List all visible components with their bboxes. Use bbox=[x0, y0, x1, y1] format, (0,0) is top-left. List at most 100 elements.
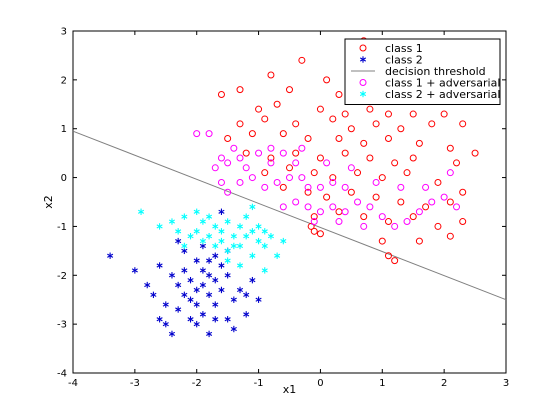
class-2-adversarial-point bbox=[230, 242, 237, 250]
class-2-adversarial-point bbox=[236, 242, 244, 250]
class-1-point bbox=[310, 169, 318, 177]
class-2-adversarial-point bbox=[175, 228, 182, 235]
class-2-adversarial-point bbox=[243, 213, 250, 220]
class-2-point bbox=[131, 267, 138, 274]
class-1-point bbox=[453, 159, 461, 167]
data-marks bbox=[72, 37, 507, 338]
class-1-adversarial-point bbox=[378, 213, 386, 221]
class-1-point bbox=[415, 139, 423, 147]
class-2-adversarial-point bbox=[218, 228, 225, 235]
class-1-adversarial-point bbox=[391, 222, 399, 230]
class-1-adversarial-point bbox=[453, 203, 461, 211]
class-1-point bbox=[316, 230, 324, 238]
class-1-point bbox=[279, 130, 287, 138]
class-1-point bbox=[335, 134, 343, 142]
class-2-point bbox=[187, 316, 194, 323]
class-2-adversarial-point bbox=[199, 237, 206, 245]
class-2-point bbox=[168, 330, 176, 338]
class-2-adversarial-point bbox=[181, 242, 188, 250]
class-2-adversarial-point bbox=[249, 203, 256, 211]
class-2-point bbox=[230, 325, 237, 333]
class-1-adversarial-point bbox=[224, 159, 232, 167]
y-tick-label: 0 bbox=[61, 173, 67, 184]
class-1-adversarial-point bbox=[267, 159, 275, 167]
class-2-point bbox=[181, 267, 188, 274]
class-2-point bbox=[199, 267, 206, 274]
class-2-point bbox=[206, 291, 213, 299]
class-1-point bbox=[286, 86, 293, 94]
class-2-adversarial-point bbox=[267, 233, 275, 240]
class-1-adversarial-point bbox=[298, 174, 306, 182]
class-1-point bbox=[261, 115, 269, 123]
y-tick-label: -1 bbox=[57, 222, 67, 233]
class-2-point bbox=[212, 316, 219, 323]
class-2-point bbox=[175, 237, 182, 245]
class-1-adversarial-point bbox=[366, 203, 374, 211]
class-1-adversarial-point bbox=[354, 198, 362, 206]
class-2-adversarial-point bbox=[261, 242, 268, 250]
class-1-adversarial-point bbox=[341, 183, 349, 191]
x-tick-label: -2 bbox=[192, 378, 202, 389]
class-2-adversarial-point bbox=[224, 247, 231, 255]
axis-ticks bbox=[72, 30, 507, 374]
class-1-adversarial-point bbox=[329, 178, 337, 186]
class-1-point bbox=[261, 169, 269, 177]
class-1-adversarial-point bbox=[273, 178, 281, 186]
class-1-adversarial-point bbox=[286, 174, 293, 182]
y-tick-label: -3 bbox=[57, 320, 67, 331]
class-1-point bbox=[267, 71, 275, 79]
x-tick-label: 0 bbox=[317, 378, 323, 389]
class-2-adversarial-point bbox=[261, 228, 268, 235]
class-1-point bbox=[347, 125, 355, 133]
legend-box bbox=[344, 38, 501, 105]
class-1-adversarial-point bbox=[347, 164, 355, 172]
class-2-adversarial-point bbox=[255, 237, 262, 245]
class-1-point bbox=[335, 91, 343, 99]
class-1-point bbox=[292, 120, 300, 128]
class-2-point bbox=[181, 291, 188, 299]
y-axis-label: x2 bbox=[42, 195, 55, 209]
class-1-point bbox=[316, 105, 324, 113]
class-1-point bbox=[459, 120, 467, 128]
class-2-adversarial-point bbox=[206, 213, 213, 220]
y-tick-label: -4 bbox=[57, 369, 67, 380]
class-2-adversarial-point bbox=[181, 213, 188, 220]
class-2-point bbox=[175, 306, 182, 313]
legend-label-decision-threshold: decision threshold bbox=[385, 65, 486, 78]
class-1-point bbox=[459, 188, 467, 196]
class-2-point bbox=[224, 272, 231, 279]
class-1-point bbox=[434, 222, 442, 230]
class-2-point bbox=[175, 281, 182, 289]
class-1-point bbox=[224, 134, 232, 142]
class-1-point bbox=[286, 164, 293, 172]
legend-label-class-1: class 1 bbox=[385, 42, 423, 55]
class-1-adversarial-point bbox=[329, 203, 337, 211]
x-tick-label: 3 bbox=[503, 378, 509, 389]
class-1-point bbox=[397, 198, 405, 206]
decision-threshold-line bbox=[72, 130, 507, 301]
class-2-point bbox=[218, 286, 225, 294]
class-2-point bbox=[187, 296, 194, 303]
class-1-adversarial-point bbox=[440, 193, 448, 201]
y-tick-label: 2 bbox=[61, 75, 67, 86]
class-1-adversarial-point bbox=[304, 183, 312, 191]
class-1-adversarial-point bbox=[217, 178, 225, 186]
class-1-point bbox=[236, 86, 244, 94]
class-1-adversarial-point bbox=[211, 164, 219, 172]
class-1-adversarial-point bbox=[267, 144, 275, 152]
class-2-adversarial-point bbox=[261, 267, 268, 274]
class-1-adversarial-point bbox=[236, 154, 244, 162]
class-1-point bbox=[267, 154, 275, 162]
class-1-adversarial-point bbox=[335, 218, 343, 226]
class-2-point bbox=[243, 311, 250, 318]
class-1-point bbox=[292, 149, 300, 157]
class-1-point bbox=[329, 174, 337, 182]
class-2-point bbox=[255, 296, 262, 303]
class-1-point bbox=[236, 120, 244, 128]
class-1-point bbox=[341, 110, 349, 118]
class-2-adversarial-point bbox=[236, 223, 244, 230]
class-1-adversarial-point bbox=[292, 159, 300, 167]
class-1-adversarial-point bbox=[341, 208, 349, 216]
class-1-point bbox=[440, 110, 448, 118]
legend-swatch-class-1 bbox=[359, 44, 367, 52]
